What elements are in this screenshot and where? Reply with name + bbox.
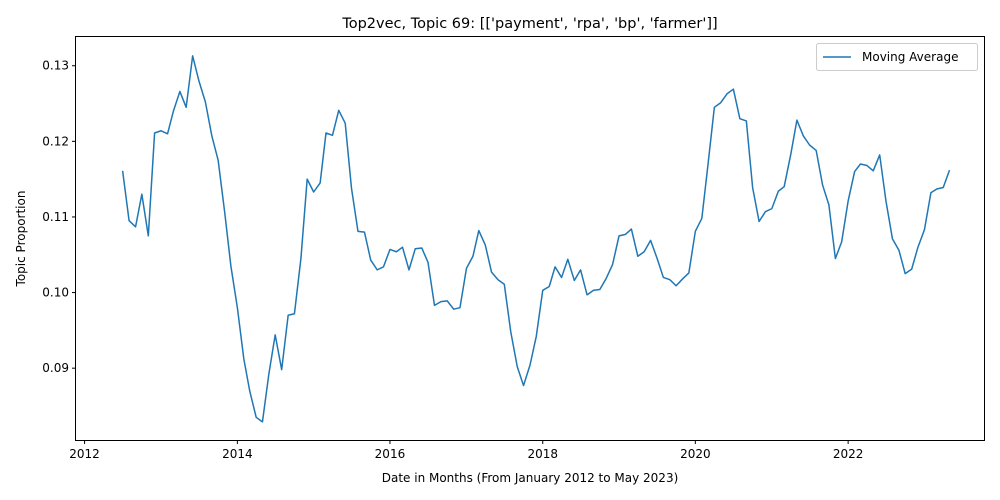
y-axis: 0.09 0.10 0.11 0.12 0.13 bbox=[42, 59, 76, 375]
plot-area: 2012 2014 2016 2018 2020 2022 0.09 0.10 0.11 0.1… bbox=[42, 36, 985, 461]
series-line-moving-average bbox=[121, 55, 951, 423]
legend: Moving Average bbox=[816, 43, 978, 71]
x-tick-label: 2020 bbox=[680, 447, 711, 461]
x-axis-label: Date in Months (From January 2012 to May… bbox=[382, 471, 679, 485]
legend-label: Moving Average bbox=[862, 50, 958, 64]
x-tick-label: 2012 bbox=[69, 447, 100, 461]
y-tick-label: 0.13 bbox=[42, 59, 69, 73]
y-tick-label: 0.09 bbox=[42, 361, 69, 375]
axes-frame bbox=[75, 36, 985, 441]
x-tick-label: 2018 bbox=[527, 447, 558, 461]
legend-box bbox=[816, 43, 978, 71]
x-tick-label: 2022 bbox=[833, 447, 864, 461]
chart-title: Top2vec, Topic 69: [['payment', 'rpa', '… bbox=[341, 16, 717, 32]
x-axis: 2012 2014 2016 2018 2020 2022 bbox=[69, 440, 863, 461]
y-tick-label: 0.12 bbox=[42, 134, 69, 148]
y-tick-label: 0.10 bbox=[42, 286, 69, 300]
x-tick-label: 2016 bbox=[375, 447, 406, 461]
y-axis-label: Topic Proportion bbox=[14, 191, 28, 288]
x-tick-label: 2014 bbox=[222, 447, 253, 461]
y-tick-label: 0.11 bbox=[42, 210, 69, 224]
